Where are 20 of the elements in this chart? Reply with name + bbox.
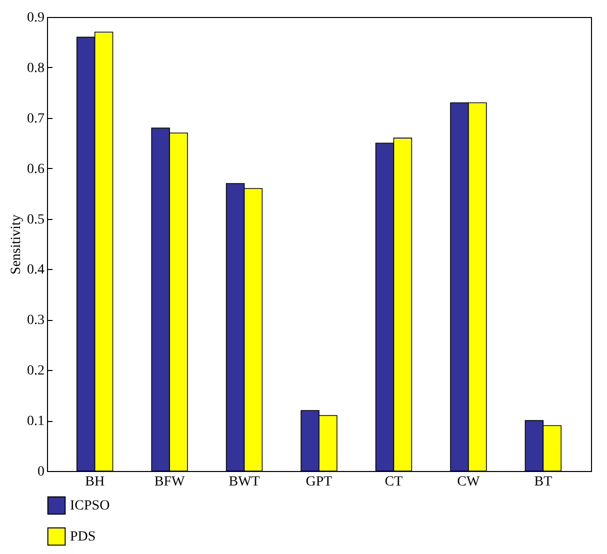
x-tick-label: BFW — [154, 474, 186, 490]
y-tick-label: 0.9 — [27, 10, 44, 26]
y-tick-label: 0.6 — [27, 162, 44, 177]
x-tick-label: BH — [85, 474, 105, 490]
y-tick-label: 0 — [38, 464, 44, 480]
y-tick-label: 0.2 — [27, 364, 44, 379]
y-tick-label: 0.1 — [27, 414, 44, 430]
legend-label: ICPSO — [70, 498, 110, 514]
y-axis-title: Sensitivity — [9, 214, 24, 274]
x-tick-label: CT — [384, 474, 404, 490]
legend-label: PDS — [70, 530, 96, 544]
y-tick-label: 0.4 — [27, 262, 44, 278]
y-tick-label: 0.3 — [27, 313, 44, 328]
x-tick-label: GPT — [306, 474, 333, 490]
x-tick-label: BWT — [228, 474, 260, 490]
y-tick-label: 0.7 — [27, 111, 44, 126]
y-tick-label: 0.5 — [27, 212, 44, 228]
x-tick-label: BT — [534, 474, 553, 490]
y-tick-label: 0.8 — [27, 60, 44, 76]
x-tick-label: CW — [457, 474, 481, 490]
